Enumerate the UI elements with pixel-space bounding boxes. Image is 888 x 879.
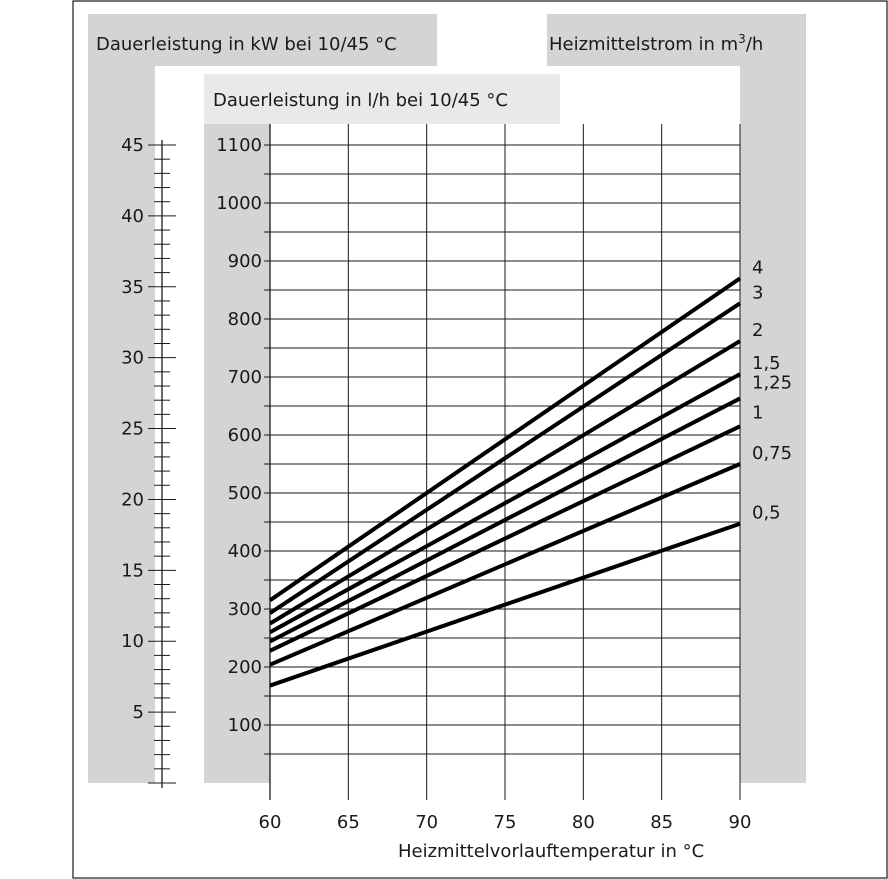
series-label-1-25: 1,25	[752, 372, 792, 393]
right-band	[740, 14, 806, 783]
y-tick-label: 700	[228, 367, 262, 388]
series-label-4: 4	[752, 257, 763, 278]
series-label-2: 2	[752, 320, 763, 341]
series-label-0-75: 0,75	[752, 443, 792, 464]
y-tick-label: 400	[228, 541, 262, 562]
tick-labels: 4 3 2 1,51,25 1 0,75 0,5 100 200 300 400 500 600 700 8…	[121, 135, 792, 833]
kw-tick-label: 45	[121, 135, 144, 156]
right-axis-title: Heizmittelstrom in m3/h	[549, 32, 763, 55]
left-axis-title: Dauerleistung in kW bei 10/45 °C	[96, 34, 397, 55]
series-label-3: 3	[752, 282, 763, 303]
kw-tick-label: 15	[121, 560, 144, 581]
y-tick-label: 800	[228, 309, 262, 330]
y-tick-label: 500	[228, 483, 262, 504]
inner-band	[204, 74, 270, 783]
x-tick-label: 90	[729, 812, 752, 833]
x-tick-label: 60	[259, 812, 282, 833]
y-tick-label: 200	[228, 657, 262, 678]
series-line-0-75	[269, 462, 741, 667]
series-label-1: 1	[752, 402, 763, 423]
y-tick-label: 100	[228, 715, 262, 736]
y-tick-label: 1100	[216, 135, 262, 156]
series-label-0-5: 0,5	[752, 503, 781, 524]
y-tick-label: 600	[228, 425, 262, 446]
series-line-0-5	[269, 521, 741, 688]
series-line-2	[268, 339, 742, 626]
series-line-1-25	[269, 396, 741, 644]
x-axis-title: Heizmittelvorlauftemperatur in °C	[398, 841, 704, 862]
series-label-1-5: 1,5	[752, 353, 781, 374]
kw-tick-label: 5	[133, 702, 144, 723]
inner-top-band	[204, 74, 560, 124]
axes	[148, 124, 271, 800]
series-line-1-5	[269, 372, 741, 634]
y-tick-label: 1000	[216, 193, 262, 214]
kw-tick-label: 10	[121, 631, 144, 652]
top-band	[88, 14, 437, 66]
kw-tick-label: 30	[121, 348, 144, 369]
series-line-1	[269, 424, 741, 653]
x-tick-label: 75	[494, 812, 517, 833]
x-tick-label: 85	[650, 812, 673, 833]
right-axis-title-sup: 3	[738, 32, 746, 46]
grid	[269, 124, 741, 800]
left-band	[88, 14, 155, 783]
x-tick-label: 65	[337, 812, 360, 833]
kw-tick-label: 20	[121, 489, 144, 510]
right-axis-title-prefix: Heizmittelstrom in m	[549, 34, 738, 55]
x-tick-label: 70	[415, 812, 438, 833]
y-tick-label: 900	[228, 251, 262, 272]
y-tick-label: 300	[228, 599, 262, 620]
kw-tick-label: 35	[121, 277, 144, 298]
series-lines	[268, 276, 742, 688]
kw-tick-label: 25	[121, 419, 144, 440]
right-axis-title-suffix: /h	[746, 34, 763, 55]
kw-tick-label: 40	[121, 206, 144, 227]
y-axis-title: Dauerleistung in l/h bei 10/45 °C	[213, 90, 508, 111]
series-line-4	[268, 276, 742, 602]
series-line-3	[268, 301, 742, 615]
x-tick-label: 80	[572, 812, 595, 833]
